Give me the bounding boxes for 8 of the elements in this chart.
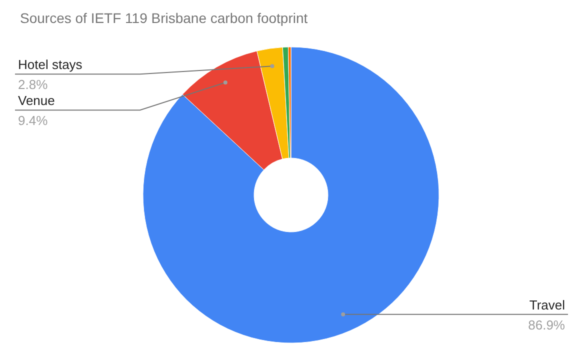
data-label: 2.8% — [18, 77, 48, 92]
data-label: 86.9% — [528, 317, 566, 332]
slice-label: Venue — [18, 93, 55, 108]
donut-slice — [142, 46, 440, 344]
data-label: 9.4% — [18, 113, 48, 128]
slice-label: Hotel stays — [18, 57, 83, 72]
slice-label: Travel — [529, 297, 566, 312]
chart-title: Sources of IETF 119 Brisbane carbon footprint — [20, 10, 308, 26]
